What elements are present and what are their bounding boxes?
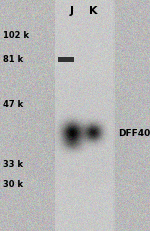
Text: 47 k: 47 k (3, 100, 23, 109)
Text: K: K (89, 6, 97, 16)
Text: DFF40: DFF40 (118, 128, 150, 137)
Text: 102 k: 102 k (3, 30, 29, 39)
Text: 30 k: 30 k (3, 180, 23, 189)
Text: 33 k: 33 k (3, 160, 23, 169)
Text: J: J (70, 6, 74, 16)
Text: 81 k: 81 k (3, 55, 23, 64)
